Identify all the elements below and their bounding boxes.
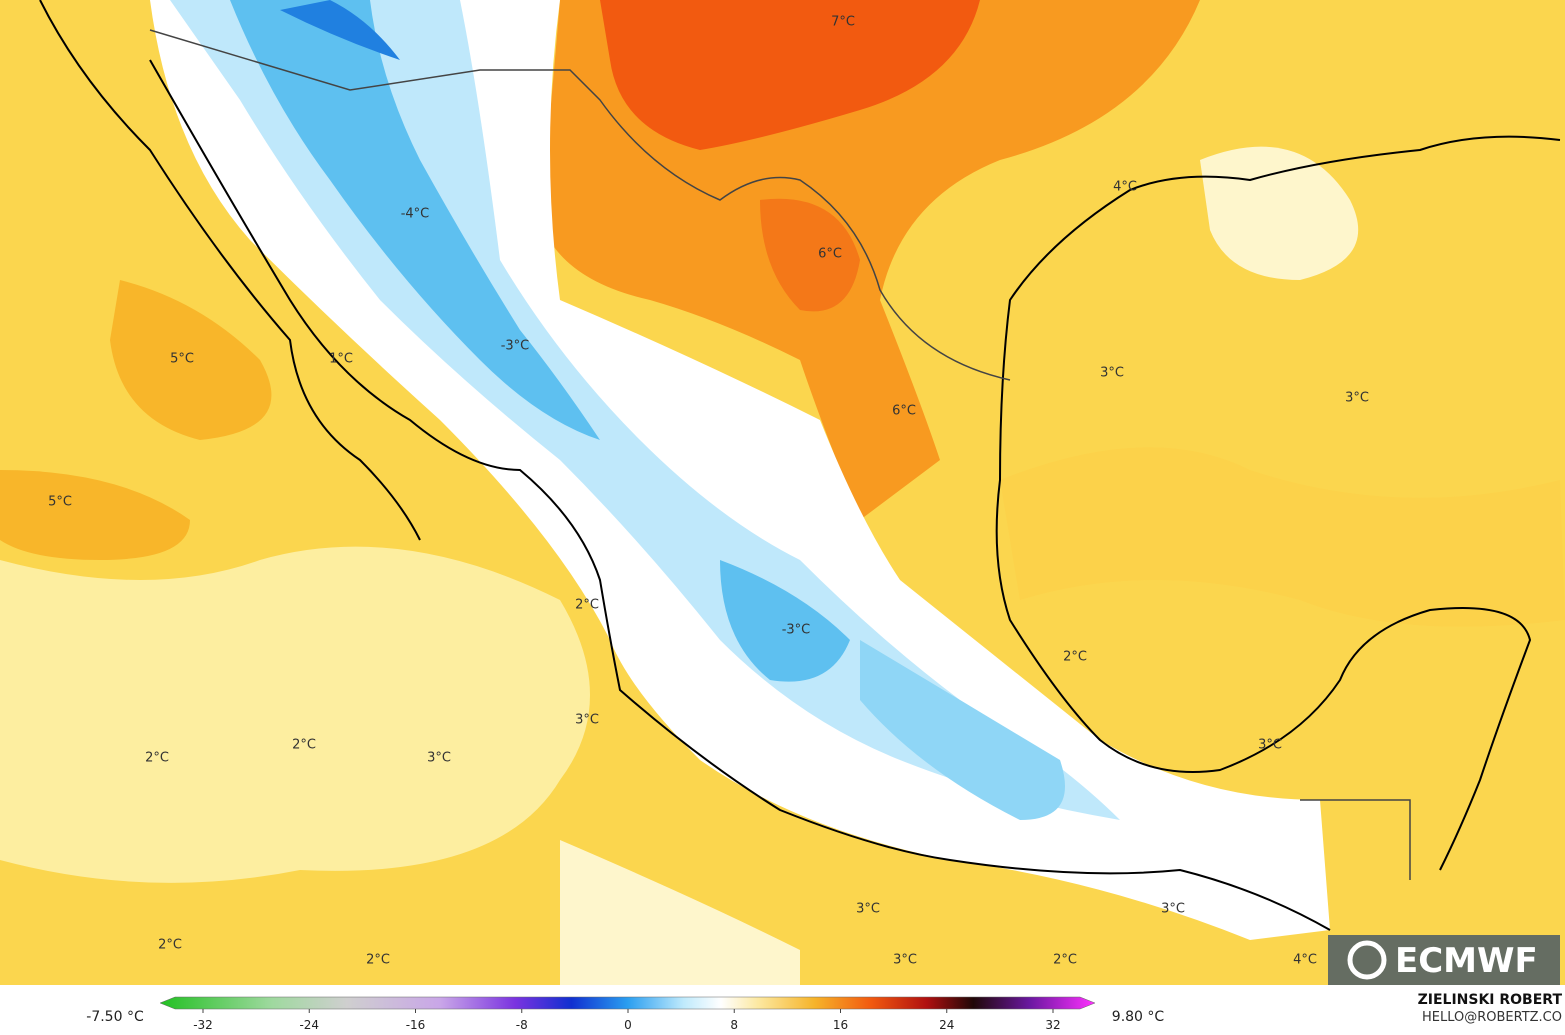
contour-label: 2°C <box>158 938 182 953</box>
contour-label: 3°C <box>856 902 880 917</box>
colorbar-max: 9.80 °C <box>1112 1009 1165 1025</box>
contour-label: 2°C <box>145 751 169 766</box>
contour-label: 2°C <box>1063 650 1087 665</box>
contour-label: 3°C <box>1258 738 1282 753</box>
colorbar-tick-label: -32 <box>193 1018 213 1032</box>
contour-label: 1°C <box>329 352 353 367</box>
contour-label: 6°C <box>818 247 842 262</box>
contour-label: 3°C <box>893 953 917 968</box>
contour-label: 5°C <box>48 495 72 510</box>
contour-label: 2°C <box>575 598 599 613</box>
contour-label: 3°C <box>1161 902 1185 917</box>
contour-label: 3°C <box>1345 391 1369 406</box>
logo: ECMWF <box>1395 941 1538 981</box>
contour-label: 3°C <box>427 751 451 766</box>
contour-label: 5°C <box>170 352 194 367</box>
contour-label: 2°C <box>1053 953 1077 968</box>
contour-label: 2°C <box>366 953 390 968</box>
colorbar-tick-label: -16 <box>406 1018 426 1032</box>
colorbar-min: -7.50 °C <box>86 1009 144 1025</box>
contour-label: -3°C <box>782 623 811 638</box>
credit-name: ZIELINSKI ROBERT <box>1418 992 1563 1008</box>
contour-label: 4°C <box>1113 180 1137 195</box>
contour-label: 4°C <box>1293 953 1317 968</box>
credit-email: HELLO@ROBERTZ.CO <box>1422 1010 1562 1025</box>
colorbar-tick-label: -24 <box>299 1018 319 1032</box>
map: 7°C 4°C -4°C 6°C -3°C 5°C 1°C 3°C 3°C 6°C 5°C 2°C -3… <box>0 0 1565 985</box>
contour-label: 3°C <box>1100 366 1124 381</box>
contour-label: 6°C <box>892 404 916 419</box>
colorbar-tick-label: 32 <box>1045 1018 1060 1032</box>
colorbar-tick-label: 16 <box>833 1018 848 1032</box>
colorbar-tick-label: -8 <box>516 1018 528 1032</box>
contour-label: 2°C <box>292 738 316 753</box>
colorbar-tick-label: 24 <box>939 1018 954 1032</box>
contour-label: -4°C <box>401 207 430 222</box>
contour-label: 7°C <box>831 15 855 30</box>
contour-label: 3°C <box>575 713 599 728</box>
colorbar-tick-label: 0 <box>624 1018 632 1032</box>
colorbar-tick-label: 8 <box>730 1018 738 1032</box>
colorbar: -7.50 °C 9.80 °C -32 -24 -16 -8 0 8 16 24 32 <box>86 996 1165 1032</box>
contour-label: -3°C <box>501 339 530 354</box>
